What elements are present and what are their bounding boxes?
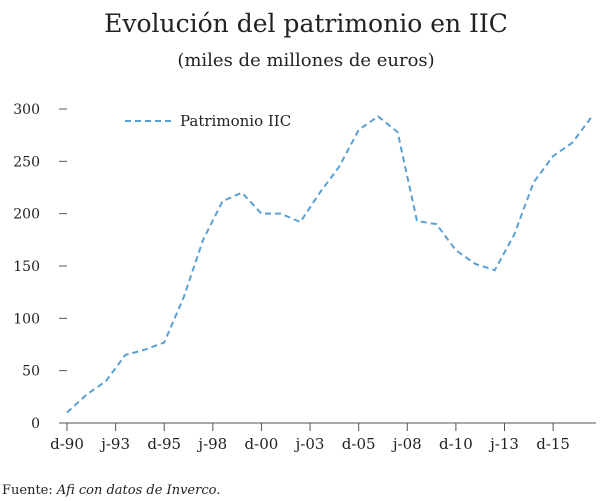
legend-label: Patrimonio IIC — [180, 112, 291, 130]
x-tick-label: d-95 — [147, 435, 181, 453]
y-tick-label: 100 — [13, 311, 40, 327]
y-tick-label: 200 — [13, 207, 40, 223]
y-tick-label: 0 — [31, 416, 40, 432]
y-tick-label: 250 — [13, 154, 40, 170]
x-tick-label: j-13 — [488, 435, 519, 453]
x-tick-label: d-10 — [439, 435, 473, 453]
x-tick-label: d-15 — [536, 435, 570, 453]
chart-subtitle: (miles de millones de euros) — [177, 50, 434, 71]
x-tick-label: d-05 — [342, 435, 376, 453]
footer-text: Afi con datos de Inverco. — [56, 483, 220, 498]
series-line — [66, 115, 593, 414]
y-tick-label: 150 — [13, 259, 40, 275]
chart-title: Evolución del patrimonio en IIC — [104, 9, 508, 38]
x-tick-label: d-90 — [50, 435, 84, 453]
y-tick-label: 300 — [13, 102, 40, 118]
x-tick-label: d-00 — [245, 435, 279, 453]
footer: Fuente: Afi con datos de Inverco. — [2, 483, 220, 498]
y-tick-label: 50 — [22, 364, 40, 380]
x-tick-label: j-98 — [196, 435, 227, 453]
x-tick-label: j-93 — [99, 435, 130, 453]
x-tick-label: j-08 — [391, 435, 422, 453]
x-tick-label: j-03 — [294, 435, 325, 453]
footer-label: Fuente: — [2, 483, 53, 498]
